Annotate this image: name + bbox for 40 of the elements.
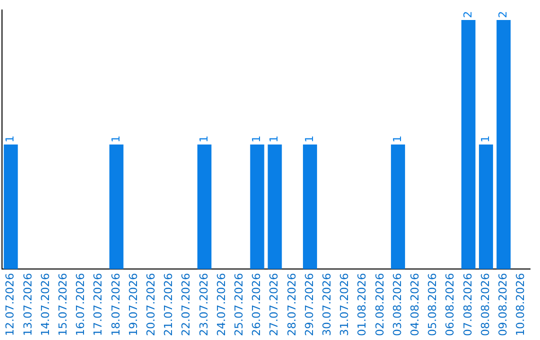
x-tick-label: 07.08.2026	[461, 273, 474, 336]
data-label: 1	[250, 135, 264, 142]
x-tick-label: 16.07.2026	[74, 273, 88, 336]
data-label: 1	[268, 135, 281, 142]
x-tick-label: 18.07.2026	[109, 273, 122, 336]
x-tick-label: 10.08.2026	[514, 273, 528, 336]
x-tick-label: 31.07.2026	[338, 273, 352, 336]
x-tick-label: 08.08.2026	[478, 273, 492, 336]
x-tick-label: 01.08.2026	[356, 273, 369, 336]
x-tick-label: 04.08.2026	[408, 273, 422, 336]
data-label: 1	[302, 135, 316, 142]
data-label: 2	[461, 10, 474, 18]
x-tick-label: 23.07.2026	[197, 273, 210, 336]
x-tick-label: 25.07.2026	[232, 273, 246, 336]
x-tick-label: 02.08.2026	[373, 273, 386, 336]
data-label: 1	[390, 135, 404, 142]
x-tick-label: 03.08.2026	[390, 273, 404, 336]
data-label: 1	[478, 135, 492, 142]
x-tick-label: 26.07.2026	[250, 273, 264, 336]
x-tick-label: 13.07.2026	[21, 273, 34, 336]
x-tick-label: 20.07.2026	[144, 273, 158, 336]
data-label: 2	[496, 10, 510, 18]
data-label: 1	[197, 135, 210, 142]
x-tick-label: 22.07.2026	[180, 273, 193, 336]
x-tick-label: 17.07.2026	[92, 273, 105, 336]
x-tick-label: 12.07.2026	[4, 273, 17, 336]
x-tick-label: 19.07.2026	[126, 273, 140, 336]
x-tick-label: 24.07.2026	[214, 273, 228, 336]
x-tick-label: 29.07.2026	[302, 273, 316, 336]
x-tick-label: 21.07.2026	[162, 273, 176, 336]
data-label: 1	[109, 135, 122, 142]
x-tick-label: 14.07.2026	[38, 273, 52, 336]
x-tick-label: 09.08.2026	[496, 273, 510, 336]
x-tick-label: 06.08.2026	[444, 273, 457, 336]
x-tick-label: 05.08.2026	[426, 273, 440, 336]
x-tick-label: 28.07.2026	[285, 273, 298, 336]
data-label: 1	[4, 135, 17, 142]
x-tick-label: 15.07.2026	[56, 273, 70, 336]
x-tick-label: 30.07.2026	[320, 273, 334, 336]
x-tick-label: 27.07.2026	[268, 273, 281, 336]
